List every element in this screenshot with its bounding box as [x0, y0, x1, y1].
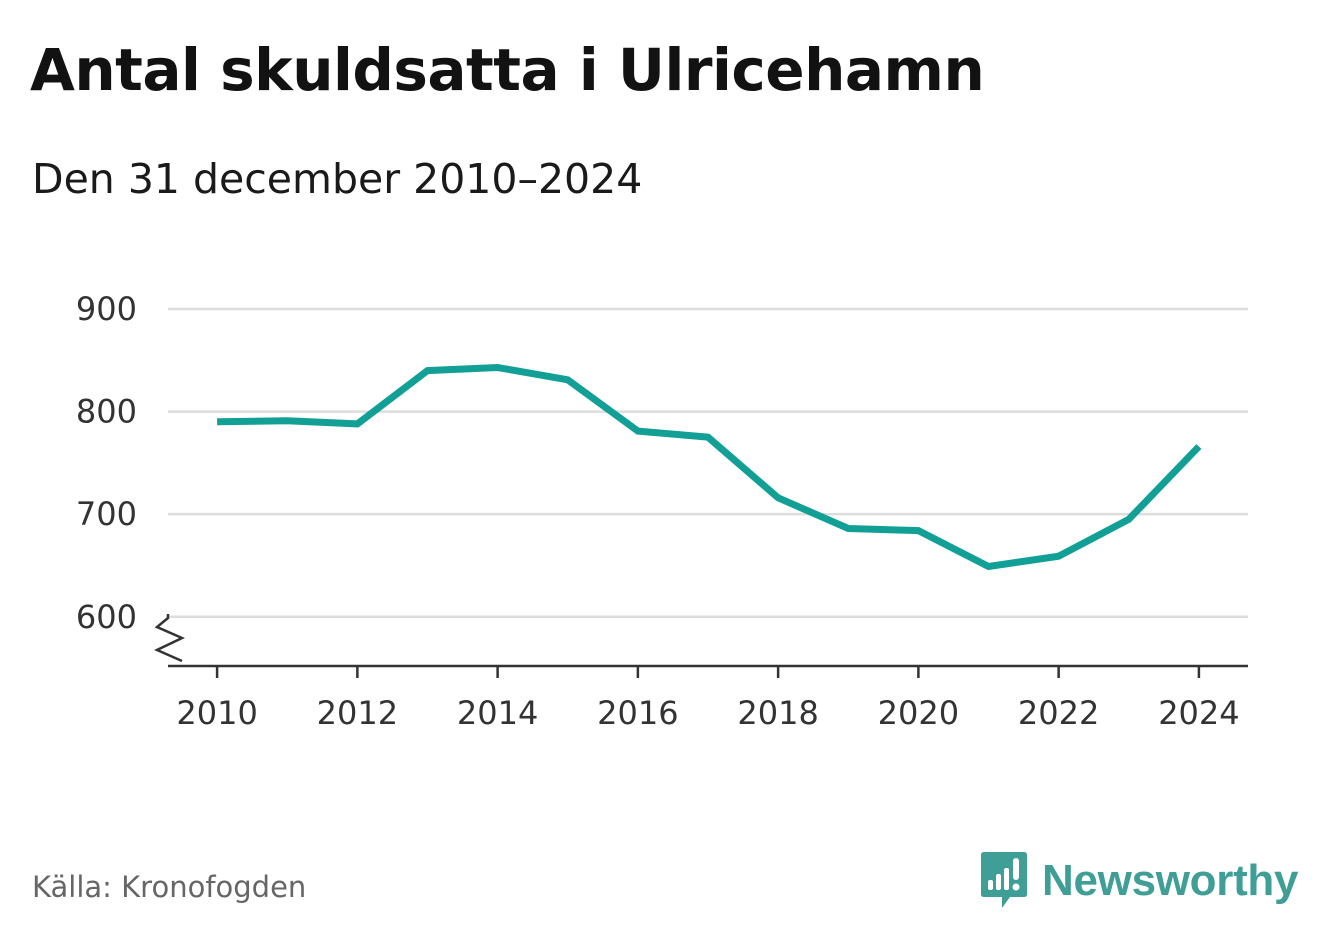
x-tick-label-2012: 2012	[317, 694, 398, 732]
grid-layer	[168, 307, 1248, 619]
y-tick-labels: 600 700 800 900	[76, 290, 137, 636]
x-tick-label-2018: 2018	[737, 694, 818, 732]
axis-break-icon	[154, 614, 185, 663]
x-tick-labels: 2010 2012 2014 2016 2018 2020 2022 2024	[176, 694, 1239, 732]
chart-title: Antal skuldsatta i Ulricehamn	[30, 36, 985, 104]
chart-subtitle: Den 31 december 2010–2024	[32, 155, 643, 203]
y-tick-label-800: 800	[76, 393, 137, 431]
series-layer	[217, 363, 1202, 571]
y-tick-label-600: 600	[76, 598, 137, 636]
x-tick-label-2024: 2024	[1158, 694, 1239, 732]
newsworthy-logo-icon	[981, 852, 1027, 908]
brand-logo: Newsworthy	[980, 850, 1298, 912]
series-line-0	[217, 363, 1202, 571]
x-axis	[154, 614, 1248, 678]
y-tick-label-900: 900	[76, 290, 137, 328]
x-tick-label-2022: 2022	[1018, 694, 1099, 732]
x-tick-label-2014: 2014	[457, 694, 538, 732]
x-tick-label-2010: 2010	[176, 694, 257, 732]
y-tick-label-700: 700	[76, 495, 137, 533]
brand-name: Newsworthy	[1042, 856, 1299, 905]
x-tick-label-2020: 2020	[878, 694, 959, 732]
source-note: Källa: Kronofogden	[32, 870, 307, 904]
x-tick-label-2016: 2016	[597, 694, 678, 732]
